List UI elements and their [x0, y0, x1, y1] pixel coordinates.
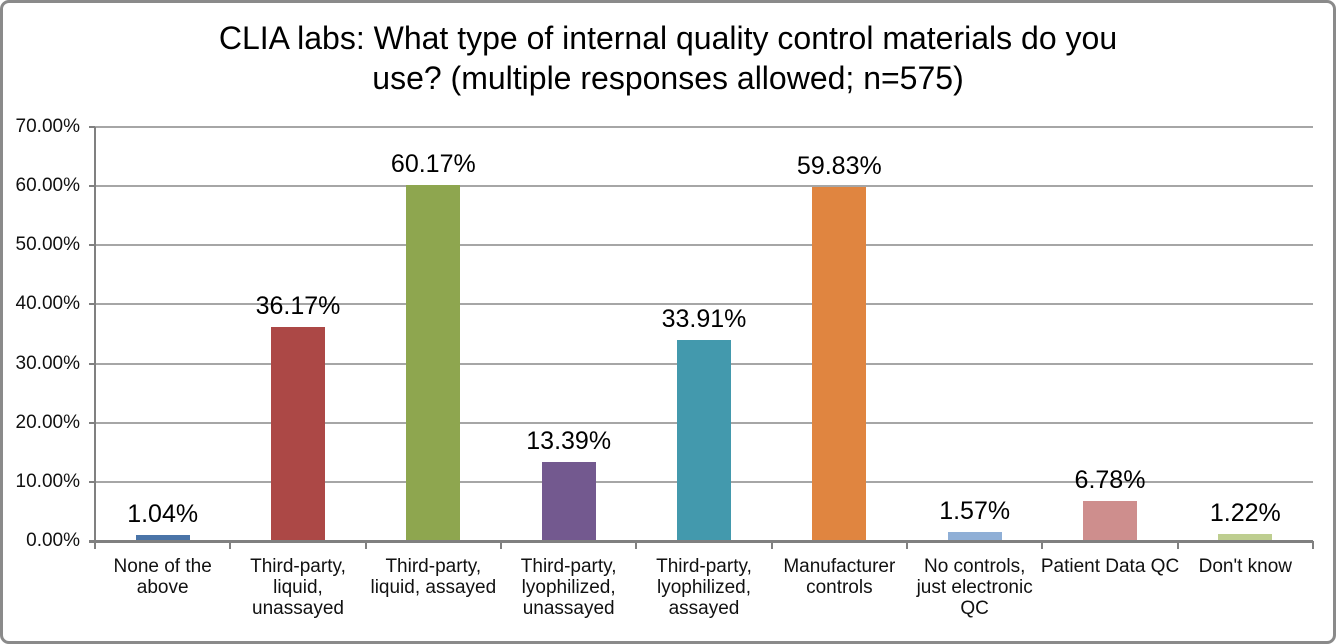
gridline — [95, 303, 1313, 306]
category-label-third-party-lyophilized-assayed: Third-party, lyophilized, assayed — [656, 556, 752, 619]
bar-no-controls-just-electronic-qc — [948, 532, 1002, 541]
y-axis-label: 60.00% — [15, 175, 80, 197]
value-label-none-of-the-above: 1.04% — [127, 500, 199, 528]
value-label-manufacturer-controls: 59.83% — [796, 152, 882, 180]
gridline — [95, 126, 1313, 128]
x-axis-tick — [1176, 541, 1179, 549]
chart-title-line-1: CLIA labs: What type of internal quality… — [218, 20, 1118, 56]
y-axis-label: 30.00% — [15, 352, 80, 374]
x-axis-line — [89, 540, 1313, 543]
category-label-none-of-the-above: None of the above — [113, 556, 212, 598]
y-axis-label: 20.00% — [15, 411, 80, 433]
value-label-third-party-liquid-assayed: 60.17% — [390, 150, 476, 178]
y-axis-tick — [89, 303, 95, 306]
bar-manufacturer-controls — [812, 187, 866, 541]
category-label-third-party-liquid-assayed: Third-party, liquid, assayed — [370, 556, 497, 598]
value-label-no-controls-just-electronic-qc: 1.57% — [939, 497, 1011, 525]
bar-patient-data-qc — [1083, 501, 1137, 541]
category-label-third-party-liquid-unassayed: Third-party, liquid, unassayed — [250, 556, 346, 619]
value-label-don-t-know: 1.22% — [1209, 499, 1281, 527]
x-axis-tick — [1041, 541, 1044, 549]
y-axis-tick — [89, 480, 95, 483]
y-axis-label: 50.00% — [15, 234, 80, 256]
x-axis-tick — [1312, 541, 1314, 549]
gridline — [95, 244, 1313, 247]
x-axis-tick — [635, 541, 638, 549]
bar-none-of-the-above — [136, 535, 190, 541]
x-axis-tick — [94, 541, 96, 549]
chart-title: CLIA labs: What type of internal quality… — [0, 18, 1336, 98]
y-axis-label: 40.00% — [15, 293, 80, 315]
y-axis-label: 70.00% — [15, 116, 80, 137]
bar-don-t-know — [1218, 534, 1272, 541]
category-label-no-controls-just-electronic-qc: No controls, just electronic QC — [916, 556, 1033, 619]
x-axis-tick — [906, 541, 908, 549]
y-axis-tick — [89, 362, 95, 365]
chart-title-line-2: use? (multiple responses allowed; n=575) — [372, 60, 964, 96]
x-axis-tick — [500, 541, 502, 549]
y-axis-tick — [89, 244, 95, 247]
x-axis-tick — [229, 541, 232, 549]
bar-third-party-lyophilized-unassayed — [542, 462, 596, 541]
bar-third-party-liquid-assayed — [406, 185, 460, 541]
category-label-don-t-know: Don't know — [1198, 556, 1293, 577]
y-axis-line — [94, 127, 96, 541]
gridline — [95, 185, 1313, 188]
y-axis-tick — [89, 126, 95, 128]
category-label-third-party-lyophilized-unassayed: Third-party, lyophilized, unassayed — [520, 556, 617, 619]
y-axis-label: 10.00% — [15, 470, 80, 492]
value-label-third-party-lyophilized-unassayed: 13.39% — [526, 427, 612, 455]
value-label-third-party-liquid-unassayed: 36.17% — [255, 292, 341, 320]
category-label-manufacturer-controls: Manufacturer controls — [783, 556, 896, 598]
bar-third-party-lyophilized-assayed — [677, 340, 731, 541]
x-axis-tick — [364, 541, 367, 549]
value-label-patient-data-qc: 6.78% — [1074, 466, 1146, 494]
value-label-third-party-lyophilized-assayed: 33.91% — [661, 305, 747, 333]
category-label-patient-data-qc: Patient Data QC — [1040, 556, 1180, 577]
y-axis-tick — [89, 185, 95, 188]
bar-third-party-liquid-unassayed — [271, 327, 325, 541]
y-axis-label: 0.00% — [26, 530, 80, 551]
y-axis-tick — [89, 421, 95, 424]
x-axis-tick — [770, 541, 773, 549]
